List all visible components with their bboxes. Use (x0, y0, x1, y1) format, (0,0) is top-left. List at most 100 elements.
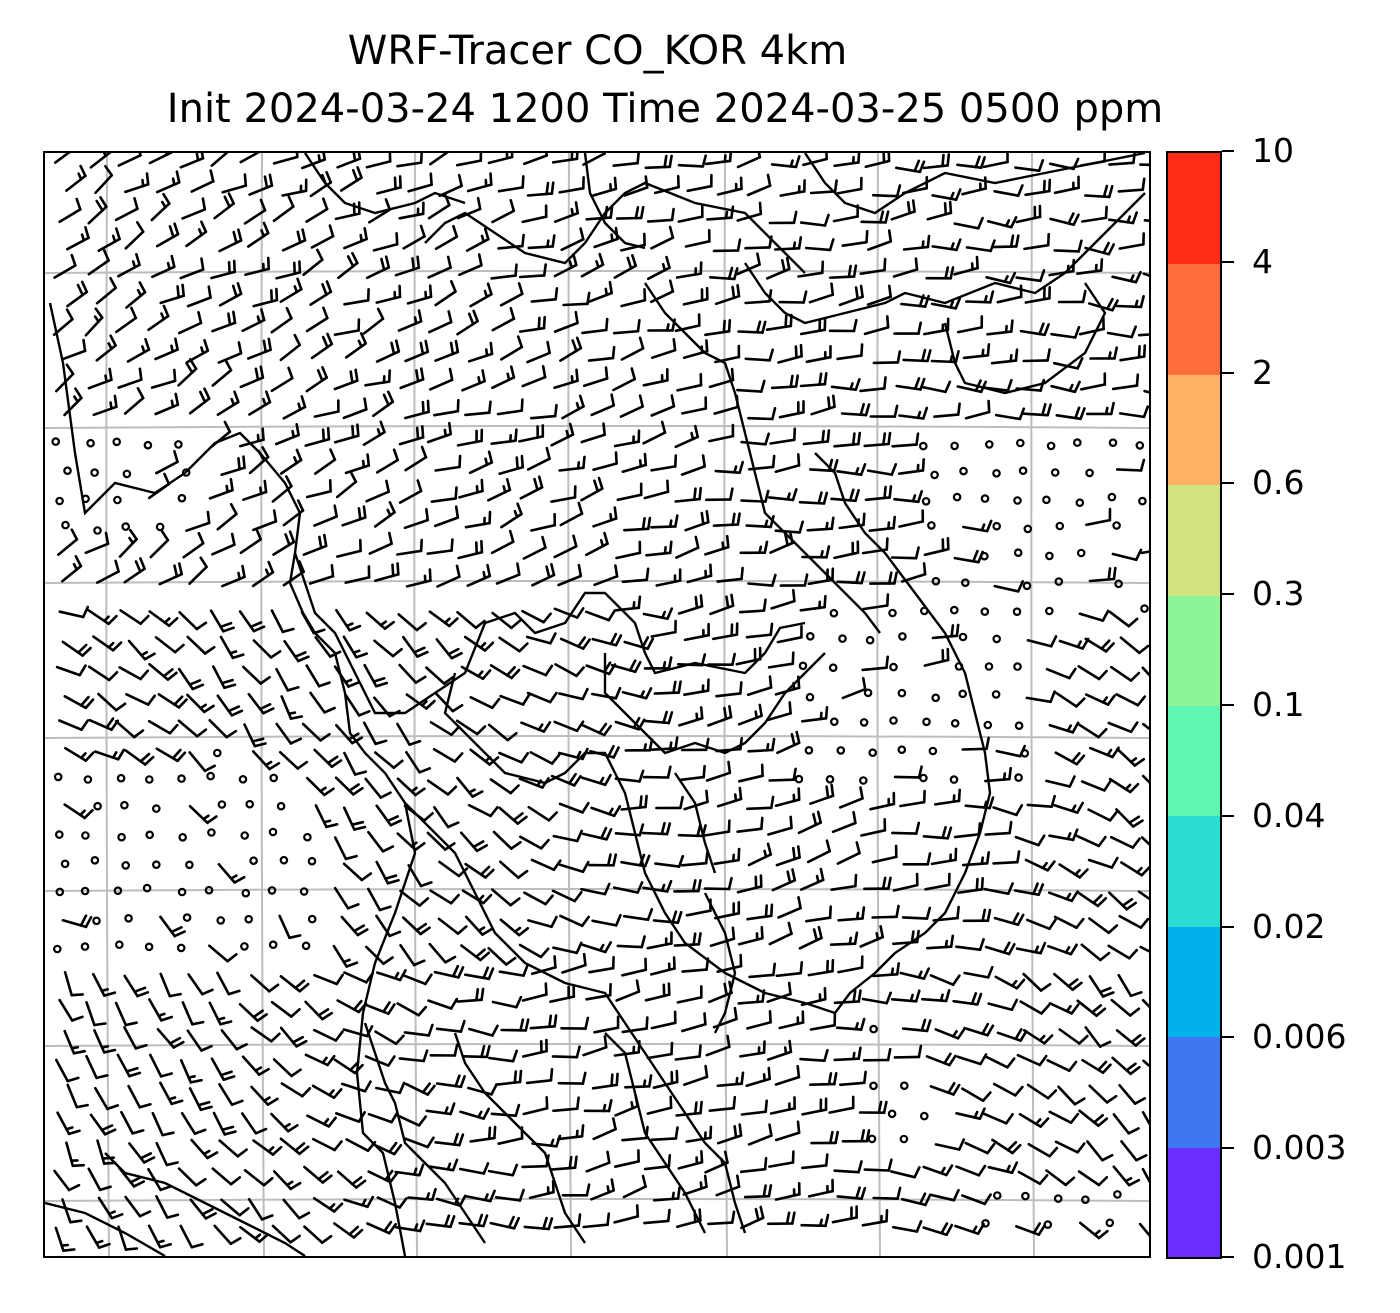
calm-wind-marker (992, 521, 1002, 531)
wind-barb (860, 817, 887, 837)
calm-wind-marker (865, 635, 875, 645)
wind-barb (65, 226, 90, 251)
wind-barb (1137, 333, 1149, 337)
wind-barb (704, 1150, 729, 1174)
wind-barb (920, 380, 952, 394)
wind-barb (398, 201, 425, 220)
wind-barb (871, 962, 901, 978)
wind-barb (92, 635, 123, 652)
wind-barb (766, 1211, 796, 1226)
wind-barb (655, 795, 684, 810)
calm-wind-marker (267, 886, 277, 895)
wind-barb (715, 681, 743, 698)
wind-barb (593, 564, 619, 587)
wind-barb (774, 1182, 801, 1201)
wind-barb (97, 227, 121, 253)
wind-barb (685, 1125, 713, 1143)
wind-barb (769, 1096, 796, 1115)
wind-barb (461, 369, 486, 392)
wind-barb (87, 609, 118, 626)
wind-barb (1078, 1221, 1109, 1240)
wind-barb (469, 748, 500, 766)
wind-barb (342, 1025, 374, 1038)
colorbar (1166, 151, 1222, 1259)
wind-barb (747, 842, 773, 867)
calm-wind-marker (952, 492, 962, 502)
wind-barb (437, 917, 468, 935)
wind-barb (461, 889, 493, 905)
wind-barb (705, 760, 732, 782)
calm-wind-marker (888, 608, 897, 618)
wind-barb (344, 693, 371, 717)
wind-barb (465, 1189, 496, 1203)
wind-barb (680, 454, 707, 476)
wind-barb (1017, 1170, 1049, 1185)
wind-barb (808, 1071, 838, 1087)
wind-barb (681, 957, 710, 973)
wind-barb (770, 155, 801, 169)
calm-wind-marker (142, 883, 152, 893)
colorbar-tick (1222, 814, 1234, 817)
wind-barb (124, 1195, 152, 1218)
gridlines (45, 153, 1149, 1256)
wind-barb (580, 722, 613, 737)
wind-barb (737, 703, 763, 726)
wind-barb (797, 260, 825, 278)
wind-barb (806, 839, 832, 864)
wind-barb (654, 854, 685, 868)
wind-barb (521, 1038, 548, 1058)
wind-barb (396, 153, 423, 168)
wind-barb (374, 1030, 405, 1046)
wind-barb (859, 376, 887, 393)
wind-barb (498, 636, 529, 653)
wind-barb (65, 164, 87, 192)
wind-barb (60, 554, 83, 583)
wind-barb (680, 850, 709, 867)
calm-wind-marker (60, 859, 70, 869)
wind-barb (934, 1138, 966, 1151)
wind-barb (147, 719, 179, 735)
calm-wind-marker (897, 745, 907, 755)
wind-barb (1137, 890, 1149, 901)
wind-barb (397, 613, 427, 632)
wind-barb (1112, 1113, 1140, 1135)
wind-barb (675, 261, 703, 279)
wind-barb (425, 1214, 456, 1229)
wind-barb (682, 1174, 708, 1196)
wind-barb (469, 1125, 497, 1143)
wind-barb (497, 1126, 524, 1146)
wind-barb (84, 531, 110, 555)
wind-barb (562, 291, 591, 307)
wind-barb (580, 252, 605, 278)
wind-barb (492, 830, 522, 850)
wind-barb (1115, 458, 1146, 472)
wind-barb (612, 153, 640, 167)
wind-barb (150, 192, 171, 222)
wind-barb (590, 1178, 616, 1201)
wind-barb (704, 319, 732, 337)
wind-barb (559, 914, 591, 928)
wind-barb (779, 179, 806, 197)
wind-barb (491, 306, 516, 332)
wind-barb (158, 562, 183, 586)
wind-barb (490, 365, 516, 390)
wind-barb (489, 1215, 521, 1230)
wind-barb (934, 1027, 966, 1040)
colorbar-segment (1168, 373, 1220, 486)
wind-barb (405, 750, 432, 774)
wind-barb (840, 402, 871, 417)
wind-barb (498, 751, 530, 764)
wind-barb (89, 153, 112, 169)
wind-barb (310, 332, 334, 360)
wind-barb (305, 776, 335, 797)
wind-barb (367, 1111, 399, 1124)
wind-barb (212, 1111, 237, 1136)
wind-barb (558, 860, 590, 874)
wind-barb (551, 153, 579, 164)
wind-barb (869, 791, 896, 811)
parallel-line (45, 270, 1149, 274)
wind-barb (561, 952, 587, 974)
wind-barb (1014, 1222, 1047, 1236)
wind-barb (340, 1080, 372, 1093)
wind-barb (1110, 998, 1141, 1017)
